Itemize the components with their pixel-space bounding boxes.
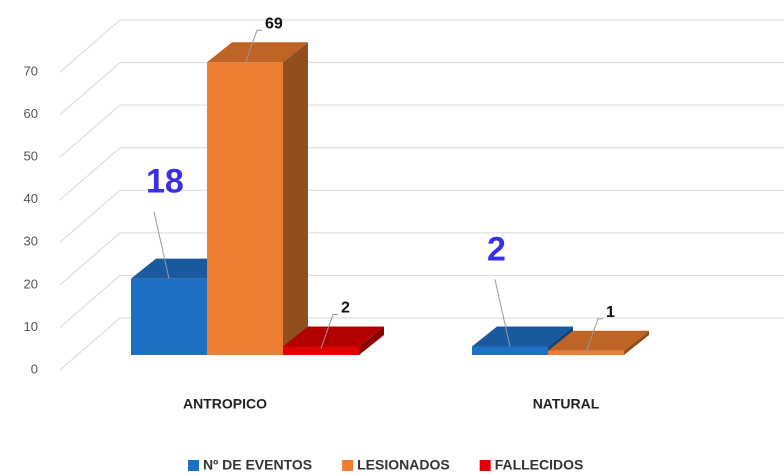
legend-label: LESIONADOS	[357, 457, 450, 473]
legend-swatch	[342, 460, 354, 471]
bar	[283, 346, 359, 355]
bar-top	[283, 326, 384, 347]
data-label: 2	[341, 300, 350, 317]
bar-top	[548, 330, 649, 351]
grid-line	[59, 147, 784, 201]
grid-line	[59, 19, 784, 73]
grid-line	[59, 62, 784, 115]
y-tick-label: 10	[24, 319, 38, 334]
legend-swatch	[188, 460, 199, 471]
grid-line	[59, 189, 784, 243]
y-tick-label: 60	[24, 106, 38, 121]
bar	[548, 350, 624, 355]
leader-line	[244, 29, 262, 65]
legend-swatch	[479, 460, 491, 471]
bar-side	[359, 326, 384, 355]
bar-top	[472, 326, 573, 347]
bar-top	[131, 258, 232, 279]
data-label: 18	[146, 163, 184, 201]
grid-line	[59, 317, 784, 371]
leader-line	[153, 211, 170, 279]
data-label: 69	[265, 15, 283, 32]
bar-side	[283, 42, 308, 355]
y-tick-label: 70	[24, 63, 38, 78]
bar	[131, 278, 207, 355]
leader-line	[494, 279, 511, 347]
x-tick-label: ANTROPICO	[183, 396, 267, 412]
legend-label: FALLECIDOS	[495, 457, 584, 473]
leader-line	[585, 318, 603, 353]
grid-line	[59, 274, 784, 328]
x-tick-label: NATURAL	[533, 396, 600, 412]
bar	[207, 62, 283, 355]
leader-line	[320, 314, 338, 349]
y-tick-label: 30	[24, 234, 38, 249]
y-tick-label: 0	[31, 361, 38, 376]
bar-side	[624, 330, 649, 355]
y-tick-label: 20	[24, 276, 38, 291]
bar	[472, 346, 548, 355]
y-tick-label: 40	[24, 191, 38, 206]
data-label: 2	[487, 230, 506, 268]
data-label: 1	[606, 304, 615, 321]
bar-top	[207, 42, 308, 63]
grid-line	[59, 104, 784, 158]
y-tick-label: 50	[24, 149, 38, 164]
legend-label: Nº DE EVENTOS	[203, 457, 312, 473]
grid-line	[59, 232, 784, 286]
